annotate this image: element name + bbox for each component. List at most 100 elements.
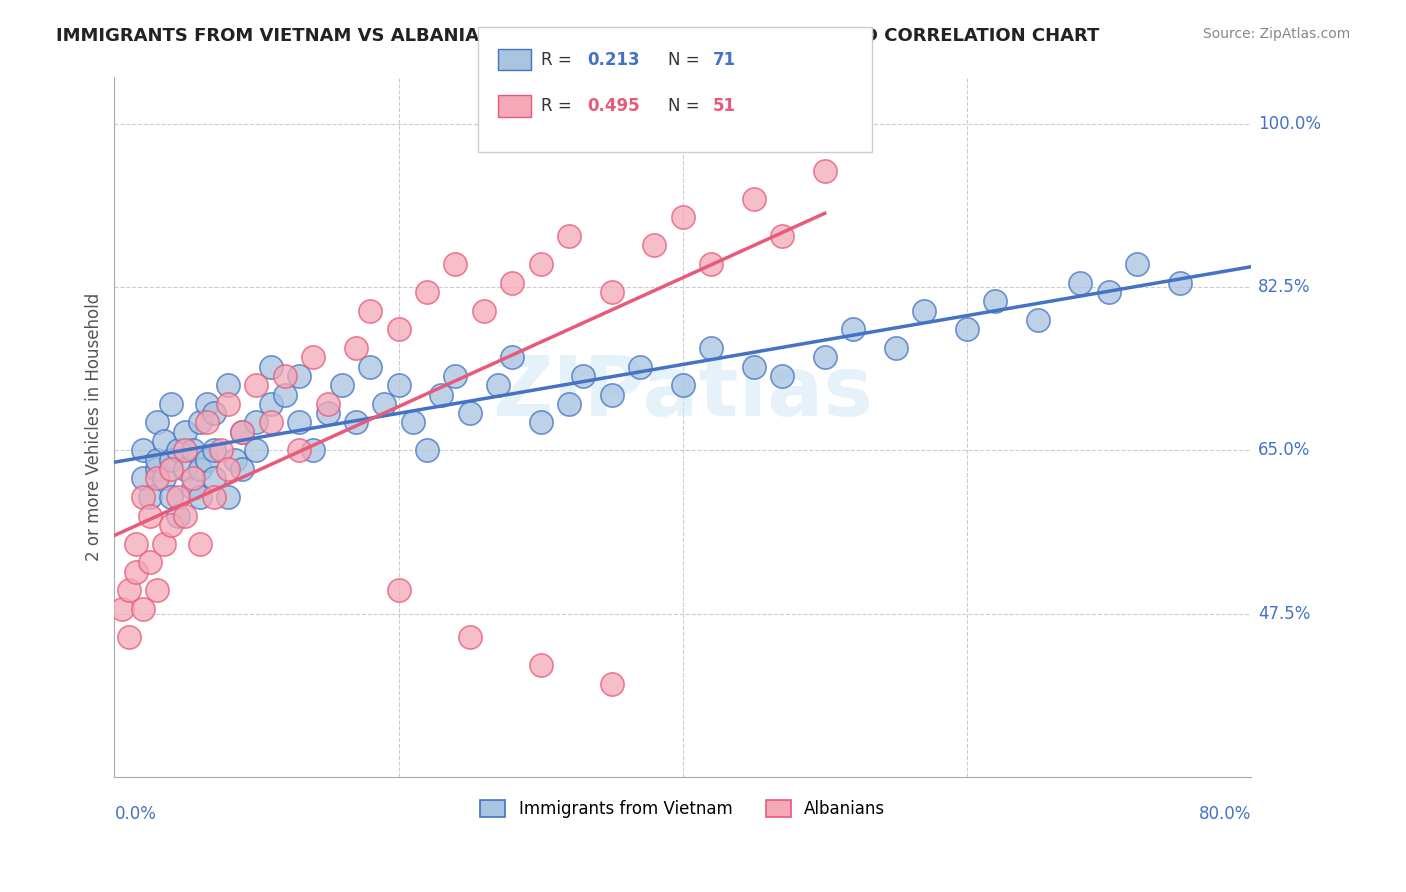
- Point: [167, 443, 190, 458]
- Point: [174, 508, 197, 523]
- Point: [529, 257, 551, 271]
- Point: [387, 378, 409, 392]
- Point: [600, 387, 623, 401]
- Point: [1126, 257, 1149, 271]
- Point: [572, 368, 595, 383]
- Text: 0.213: 0.213: [588, 51, 640, 69]
- Point: [217, 397, 239, 411]
- Point: [160, 462, 183, 476]
- Point: [231, 425, 253, 439]
- Point: [387, 583, 409, 598]
- Point: [486, 378, 509, 392]
- Point: [430, 387, 453, 401]
- Point: [125, 537, 148, 551]
- Point: [770, 229, 793, 244]
- Point: [188, 416, 211, 430]
- Text: 51: 51: [713, 97, 735, 115]
- Point: [195, 416, 218, 430]
- Point: [132, 471, 155, 485]
- Y-axis label: 2 or more Vehicles in Household: 2 or more Vehicles in Household: [86, 293, 103, 561]
- Point: [912, 303, 935, 318]
- Point: [274, 387, 297, 401]
- Point: [153, 471, 176, 485]
- Point: [1168, 276, 1191, 290]
- Point: [558, 397, 581, 411]
- Point: [132, 490, 155, 504]
- Point: [416, 443, 439, 458]
- Point: [139, 508, 162, 523]
- Legend: Immigrants from Vietnam, Albanians: Immigrants from Vietnam, Albanians: [474, 793, 891, 824]
- Point: [288, 416, 311, 430]
- Point: [217, 490, 239, 504]
- Point: [117, 630, 139, 644]
- Text: 0.495: 0.495: [588, 97, 640, 115]
- Point: [814, 350, 837, 364]
- Point: [202, 443, 225, 458]
- Point: [174, 425, 197, 439]
- Point: [153, 434, 176, 449]
- Point: [984, 294, 1007, 309]
- Text: Source: ZipAtlas.com: Source: ZipAtlas.com: [1202, 27, 1350, 41]
- Text: 47.5%: 47.5%: [1258, 605, 1310, 623]
- Point: [416, 285, 439, 299]
- Point: [260, 397, 283, 411]
- Point: [302, 443, 325, 458]
- Point: [501, 276, 523, 290]
- Point: [231, 425, 253, 439]
- Point: [628, 359, 651, 374]
- Point: [260, 416, 283, 430]
- Point: [529, 416, 551, 430]
- Point: [600, 285, 623, 299]
- Point: [458, 406, 481, 420]
- Point: [387, 322, 409, 336]
- Point: [529, 657, 551, 672]
- Point: [146, 462, 169, 476]
- Point: [188, 462, 211, 476]
- Point: [153, 537, 176, 551]
- Text: N =: N =: [668, 51, 704, 69]
- Text: N =: N =: [668, 97, 704, 115]
- Point: [472, 303, 495, 318]
- Point: [181, 471, 204, 485]
- Text: 0.0%: 0.0%: [114, 805, 156, 822]
- Point: [160, 518, 183, 533]
- Text: IMMIGRANTS FROM VIETNAM VS ALBANIAN 2 OR MORE VEHICLES IN HOUSEHOLD CORRELATION : IMMIGRANTS FROM VIETNAM VS ALBANIAN 2 OR…: [56, 27, 1099, 45]
- Point: [700, 257, 723, 271]
- Text: 100.0%: 100.0%: [1258, 115, 1322, 133]
- Point: [117, 583, 139, 598]
- Point: [288, 443, 311, 458]
- Point: [260, 359, 283, 374]
- Point: [217, 462, 239, 476]
- Point: [402, 416, 425, 430]
- Point: [842, 322, 865, 336]
- Point: [188, 537, 211, 551]
- Point: [174, 443, 197, 458]
- Point: [1098, 285, 1121, 299]
- Point: [181, 443, 204, 458]
- Point: [146, 416, 169, 430]
- Text: 65.0%: 65.0%: [1258, 442, 1310, 459]
- Point: [274, 368, 297, 383]
- Point: [160, 397, 183, 411]
- Point: [742, 359, 765, 374]
- Point: [181, 481, 204, 495]
- Point: [245, 378, 267, 392]
- Point: [288, 368, 311, 383]
- Point: [672, 211, 695, 225]
- Point: [884, 341, 907, 355]
- Point: [458, 630, 481, 644]
- Point: [146, 471, 169, 485]
- Point: [195, 397, 218, 411]
- Point: [217, 378, 239, 392]
- Point: [316, 397, 339, 411]
- Point: [167, 490, 190, 504]
- Point: [195, 452, 218, 467]
- Point: [316, 406, 339, 420]
- Point: [209, 443, 232, 458]
- Point: [444, 368, 467, 383]
- Point: [643, 238, 665, 252]
- Point: [245, 443, 267, 458]
- Point: [132, 602, 155, 616]
- Point: [146, 452, 169, 467]
- Point: [202, 406, 225, 420]
